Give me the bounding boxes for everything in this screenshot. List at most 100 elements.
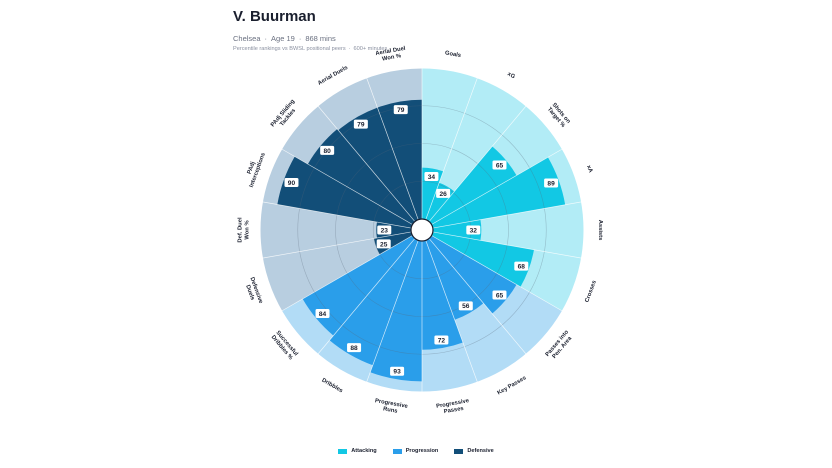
axis-label-line: Dribbles	[320, 377, 343, 394]
value-label-box	[458, 301, 473, 311]
axis-label-shots-on-target: Shots onTarget %	[546, 102, 572, 129]
spoke-line	[431, 148, 563, 225]
legend-swatch-defensive	[454, 448, 464, 454]
value-label-box	[514, 261, 529, 271]
value-label: 93	[393, 369, 401, 376]
axis-label-dribbles: Dribbles	[320, 377, 343, 394]
axis-labels: Goals xG Shots onTarget % xA Assists Crosses P…	[238, 46, 603, 416]
axis-label-xg: xG	[506, 71, 516, 80]
spoke-line	[281, 148, 413, 225]
axis-label-line: Passes	[443, 406, 464, 415]
value-label-box	[492, 160, 507, 170]
axis-label-line: PAdj	[247, 161, 257, 175]
meta-separator: ·	[298, 34, 302, 43]
spoke-line	[425, 240, 478, 383]
legend-label: Progression	[405, 448, 439, 454]
value-label-box	[353, 119, 368, 129]
axis-label-line: Crosses	[584, 280, 597, 304]
value-label: 23	[381, 227, 389, 234]
background-sector	[260, 201, 412, 259]
value-label: 25	[380, 241, 388, 248]
axis-label-line: Def. Duel	[238, 217, 244, 243]
legend: Attacking Progression Defensive	[0, 448, 832, 454]
metric-bars	[277, 99, 566, 382]
spoke-line	[425, 77, 478, 220]
axis-label-line: Won %	[382, 53, 402, 62]
axis-label-aerial-duels: Aerial Duels	[317, 65, 349, 87]
legend-swatch-progression	[392, 448, 402, 454]
axis-label-crosses: Crosses	[584, 280, 597, 304]
percentile-note: Percentile rankings vs BWSL positional p…	[233, 46, 346, 52]
axis-label-passes-into-pen-area: Passes intoPen. Area	[545, 329, 576, 362]
minutes-played: 868 mins	[305, 34, 336, 43]
axis-label-line: xG	[506, 71, 516, 80]
player-meta: Chelsea · Age 19 · 868 mins	[233, 34, 387, 43]
value-label: 90	[288, 180, 296, 187]
axis-label-line: Progressive	[436, 398, 470, 410]
center-hub	[410, 218, 434, 242]
value-label: 68	[518, 264, 526, 271]
value-label-box	[320, 145, 335, 155]
legend-item-defensive: Defensive	[454, 448, 494, 454]
value-label-box	[466, 225, 481, 235]
value-label: 56	[462, 303, 470, 310]
spoke-line	[366, 77, 419, 220]
value-label: 72	[438, 337, 446, 344]
value-labels: 34 26 65 89 32 68 65 56 72 93 88 84 25 23 90 80 79 79	[284, 105, 559, 376]
background-sector	[432, 201, 584, 259]
spoke-line	[317, 238, 416, 355]
value-label-box	[424, 171, 439, 181]
background-sector	[425, 77, 527, 222]
value-label-box	[393, 105, 408, 115]
meta-separator: ·	[264, 34, 268, 43]
axis-label-successful-dribbles: SuccessfulDribbles %	[269, 330, 299, 362]
axis-label-progressive-passes: ProgressivePasses	[436, 398, 472, 416]
club-name: Chelsea	[233, 34, 261, 43]
chart-header: V. Buurman Chelsea · Age 19 · 868 mins Perce…	[233, 8, 387, 53]
axis-label-line: Aerial Duel	[375, 46, 406, 57]
legend-item-attacking: Attacking	[338, 448, 377, 454]
bar-progressive-passes	[422, 240, 463, 350]
axis-label-line: xA	[585, 165, 593, 175]
axis-label-key-passes: Key Passes	[497, 375, 528, 396]
spoke-line	[317, 105, 416, 222]
spoke-line	[431, 235, 563, 312]
spoke-lines	[262, 68, 582, 392]
value-label: 79	[397, 107, 405, 114]
value-label: 26	[439, 191, 447, 198]
value-label-box	[390, 366, 405, 376]
value-label: 65	[496, 162, 504, 169]
bar-crosses	[431, 231, 534, 287]
bar-defensive-duels	[373, 231, 413, 255]
axis-label-def-duel-won: Def. DuelWon %	[238, 217, 251, 243]
spoke-line	[281, 235, 413, 312]
axis-label-padj-interceptions: PAdjInterceptions	[243, 150, 267, 189]
axis-label-progressive-runs: ProgressiveRuns	[373, 398, 409, 416]
value-label-box	[315, 308, 330, 318]
axis-label-assists: Assists	[597, 220, 603, 241]
spoke-line	[428, 105, 527, 222]
spoke-line	[262, 231, 412, 259]
value-label-box	[284, 177, 299, 187]
spoke-line	[432, 201, 582, 229]
value-label-box	[436, 188, 451, 198]
legend-swatch-attacking	[338, 448, 348, 454]
bar-aerial-duel-won	[377, 99, 422, 220]
axis-label-line: Goals	[444, 50, 461, 59]
player-name: V. Buurman	[233, 8, 316, 25]
value-label-box	[377, 225, 392, 235]
value-label: 89	[547, 180, 555, 187]
spoke-line	[432, 231, 582, 259]
spoke-line	[428, 238, 527, 355]
axis-label-line: Aerial Duels	[317, 65, 349, 87]
axis-label-line: Runs	[383, 406, 398, 414]
minutes-threshold: 600+ minutes	[353, 46, 388, 52]
axis-label-line: Assists	[597, 220, 603, 241]
bar-assists	[432, 219, 482, 241]
bar-successful-dribbles	[302, 235, 415, 336]
value-label: 32	[470, 227, 478, 234]
player-age: Age 19	[271, 34, 295, 43]
value-label-box	[376, 239, 391, 249]
value-label: 84	[319, 311, 327, 318]
